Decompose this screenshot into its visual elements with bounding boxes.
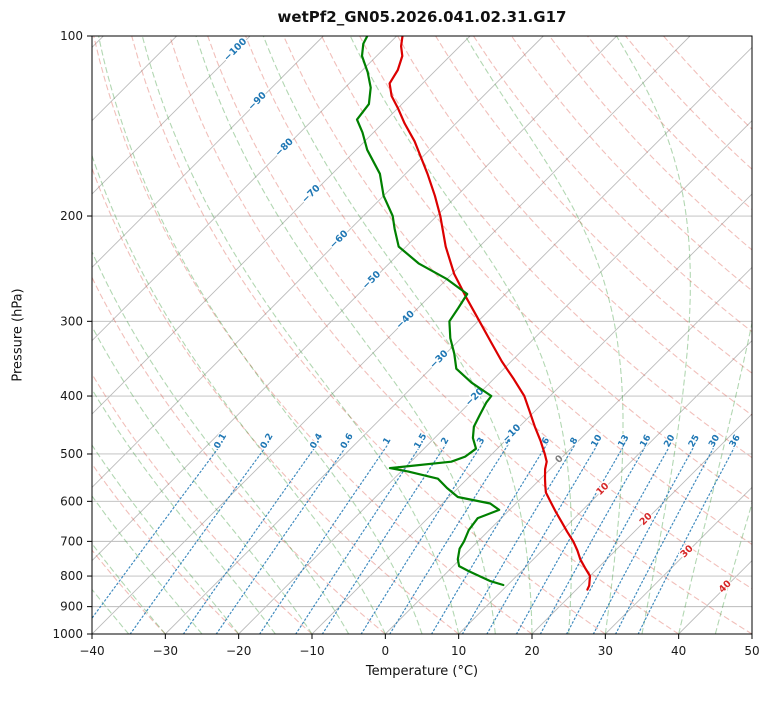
temperature-tick-label: 40 xyxy=(671,644,686,658)
pressure-tick-label: 400 xyxy=(60,389,83,403)
moist-adiabat-lines xyxy=(92,36,752,634)
x-axis-label: Temperature (°C) xyxy=(365,664,479,679)
svg-text:13: 13 xyxy=(617,433,632,449)
dewpoint-curve xyxy=(355,36,505,587)
pressure-tick-label: 200 xyxy=(60,209,83,223)
svg-text:−100: −100 xyxy=(222,36,250,64)
mixing-ratio-labels: 0.1 0.2 0.4 0.6 1 1.5 2 3 4 6 8 10 13 16 20 25 30 36 xyxy=(211,431,744,452)
pressure-tick-label: 700 xyxy=(60,534,83,548)
temperature-tick-label: 50 xyxy=(744,644,759,658)
svg-text:0.1: 0.1 xyxy=(213,432,230,451)
temperature-tick-label: 20 xyxy=(524,644,539,658)
svg-text:1: 1 xyxy=(382,436,394,446)
svg-text:30: 30 xyxy=(707,433,722,449)
svg-text:25: 25 xyxy=(687,433,702,449)
svg-text:16: 16 xyxy=(639,433,654,449)
mixing-ratio-lines xyxy=(92,442,738,634)
temperature-tick-label: −30 xyxy=(153,644,178,658)
svg-text:3: 3 xyxy=(476,436,488,446)
temperature-tick-label: 0 xyxy=(382,644,390,658)
pressure-tick-label: 600 xyxy=(60,494,83,508)
isotherm-lines xyxy=(92,36,752,634)
pressure-tick-label: 100 xyxy=(60,29,83,43)
chart-title: wetPf2_GN05.2026.041.02.31.G17 xyxy=(277,8,567,26)
temperature-tick-label: 10 xyxy=(451,644,466,658)
pressure-tick-label: 300 xyxy=(60,314,83,328)
svg-text:10: 10 xyxy=(590,433,605,449)
svg-text:1.5: 1.5 xyxy=(413,432,430,451)
pressure-tick-label: 900 xyxy=(60,600,83,614)
pressure-tick-label: 1000 xyxy=(52,627,83,641)
temperature-tick-label: 30 xyxy=(598,644,613,658)
temperature-tick-label: −10 xyxy=(299,644,324,658)
plot-layers: 0.1 0.2 0.4 0.6 1 1.5 2 3 4 6 8 10 13 16 20 25 30 36−100−… xyxy=(92,36,752,634)
dry-adiabat-lines xyxy=(92,36,752,634)
temperature-tick-label: −40 xyxy=(79,644,104,658)
svg-text:0.4: 0.4 xyxy=(309,432,326,451)
temperature-curve xyxy=(388,36,592,591)
svg-text:8: 8 xyxy=(569,436,581,446)
svg-text:0.6: 0.6 xyxy=(339,432,356,451)
temperature-tick-label: −20 xyxy=(226,644,251,658)
pressure-tick-label: 800 xyxy=(60,569,83,583)
svg-text:0.2: 0.2 xyxy=(259,432,276,451)
pressure-tick-label: 500 xyxy=(60,447,83,461)
isobar-gridlines xyxy=(92,36,752,634)
svg-text:2: 2 xyxy=(440,436,452,446)
